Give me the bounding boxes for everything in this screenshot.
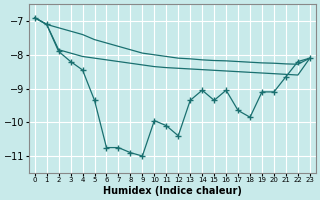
X-axis label: Humidex (Indice chaleur): Humidex (Indice chaleur) bbox=[103, 186, 242, 196]
